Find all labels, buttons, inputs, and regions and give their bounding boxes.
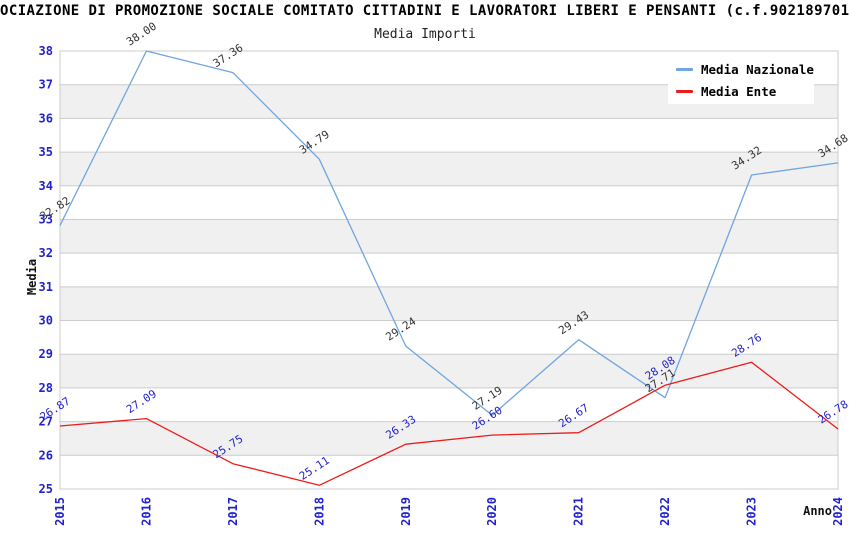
- y-tick-label: 31: [39, 280, 53, 294]
- y-tick-label: 32: [39, 246, 53, 260]
- x-tick-label: 2016: [139, 497, 153, 526]
- plot-band: [60, 421, 838, 456]
- x-tick-label: 2022: [658, 497, 672, 526]
- x-axis-title: Anno: [803, 504, 832, 518]
- data-label: 38.00: [124, 20, 159, 49]
- y-tick-label: 33: [39, 212, 53, 226]
- x-tick-label: 2015: [53, 497, 67, 526]
- data-label: 27.09: [124, 387, 159, 416]
- series-line: [59, 50, 839, 416]
- plot-band: [60, 286, 838, 321]
- chart-subtitle: Media Importi: [374, 27, 476, 42]
- series-line: [59, 361, 839, 486]
- ente-line-swatch-icon: [676, 89, 693, 93]
- y-tick-label: 29: [39, 347, 53, 361]
- y-tick-label: 30: [39, 314, 53, 328]
- y-tick-label: 37: [39, 78, 53, 92]
- data-label: 32.82: [38, 194, 73, 223]
- y-tick-label: 35: [39, 145, 53, 159]
- legend-item-nazionale: Media Nazionale: [668, 62, 814, 77]
- y-tick-label: 28: [39, 381, 53, 395]
- x-tick-label: 2019: [399, 497, 413, 526]
- y-tick-label: 34: [39, 179, 53, 193]
- nazionale-line-swatch-icon: [676, 68, 693, 72]
- y-tick-label: 25: [39, 482, 53, 496]
- x-tick-label: 2024: [831, 497, 845, 526]
- y-tick-label: 36: [39, 111, 53, 125]
- legend: Media Nazionale Media Ente: [668, 57, 814, 104]
- chart-title: OCIAZIONE DI PROMOZIONE SOCIALE COMITATO…: [0, 3, 850, 19]
- plot-border: [59, 50, 839, 490]
- y-tick-label: 26: [39, 448, 53, 462]
- legend-label-ente: Media Ente: [701, 83, 777, 99]
- x-tick-label: 2020: [485, 497, 499, 526]
- data-label: 37.36: [211, 41, 246, 70]
- x-tick-label: 2017: [226, 497, 240, 526]
- y-axis-title: Media: [25, 258, 40, 296]
- x-tick-label: 2018: [312, 497, 326, 526]
- legend-label-nazionale: Media Nazionale: [701, 62, 814, 78]
- x-tick-label: 2023: [745, 497, 759, 526]
- legend-item-ente: Media Ente: [668, 84, 814, 99]
- plot-band: [60, 219, 838, 254]
- data-label: 25.11: [297, 454, 332, 483]
- data-label: 26.87: [38, 395, 73, 424]
- plot-band: [60, 152, 838, 186]
- plot-band: [60, 354, 838, 388]
- y-tick-label: 27: [39, 415, 53, 429]
- x-tick-label: 2021: [572, 497, 586, 526]
- y-tick-label: 38: [39, 44, 53, 58]
